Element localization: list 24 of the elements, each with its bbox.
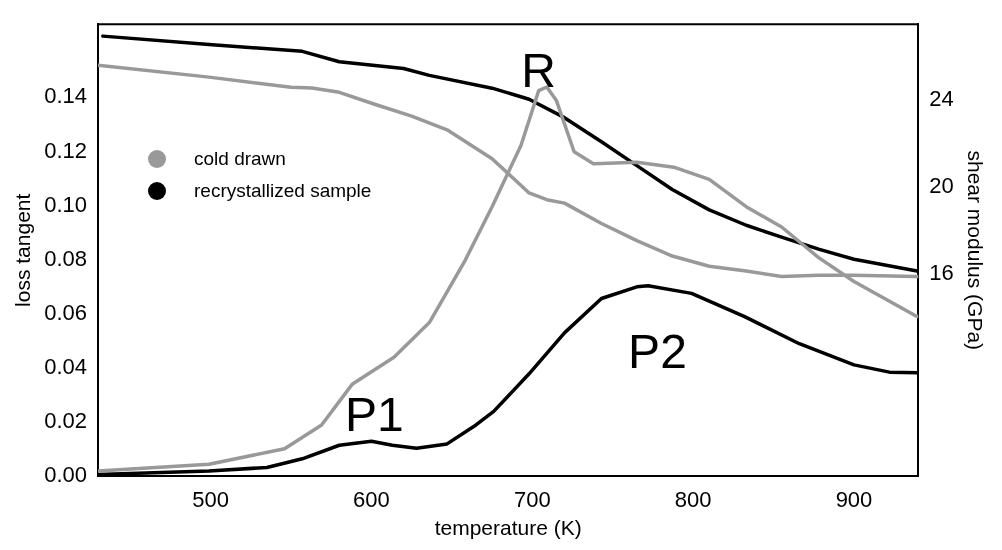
legend-label: recrystallized sample: [194, 179, 372, 203]
x-tick-label: 900: [835, 486, 873, 512]
legend-label: cold drawn: [194, 147, 286, 171]
annotation: P2: [628, 324, 687, 378]
y-tick-label: 0.04: [44, 354, 88, 380]
y-tick-label: 0.12: [44, 137, 88, 163]
x-axis-title: temperature (K): [434, 516, 582, 540]
y2-tick-label: 20: [929, 172, 954, 198]
y-tick-label: 0.08: [44, 245, 88, 271]
x-tick-label: 600: [353, 486, 390, 512]
y2-tick-label: 16: [929, 259, 954, 285]
annotation: P1: [345, 387, 404, 441]
y2-tick-label: 24: [929, 86, 954, 112]
y-tick-label: 0.06: [44, 300, 88, 325]
y-tick-label: 0.14: [44, 83, 88, 109]
y2-axis-title: shear modulus (GPa): [963, 150, 987, 351]
y-axis-title: loss tangent: [11, 193, 35, 307]
annotation: R: [521, 44, 556, 98]
x-tick-label: 500: [192, 486, 229, 512]
y-tick-label: 0.02: [44, 408, 88, 434]
x-tick-label: 800: [674, 486, 712, 512]
y-tick-label: 0.00: [44, 462, 88, 488]
x-tick-label: 700: [513, 486, 551, 512]
y-tick-label: 0.10: [44, 191, 88, 217]
